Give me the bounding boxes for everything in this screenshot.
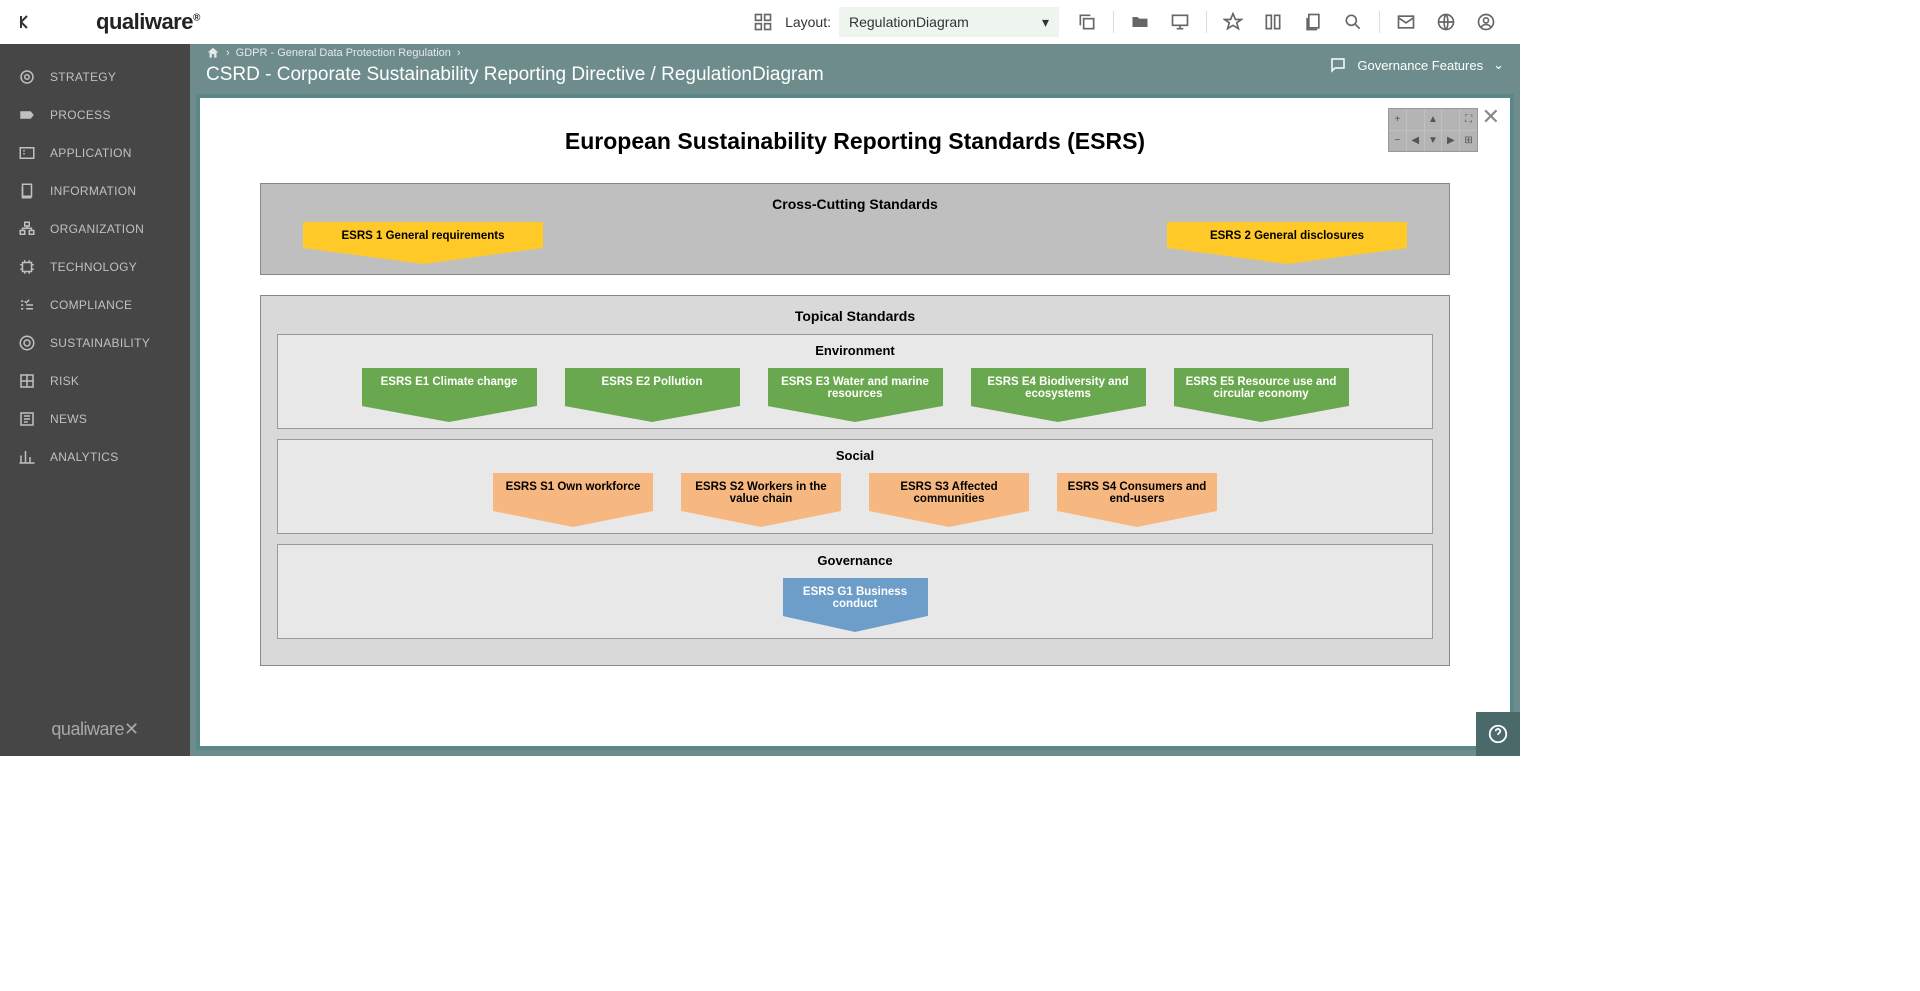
esrs-s1-badge[interactable]: ESRS S1 Own workforce bbox=[493, 473, 653, 511]
breadcrumb-sep: › bbox=[226, 47, 230, 59]
sidebar-item-sustainability[interactable]: SUSTAINABILITY bbox=[0, 324, 190, 362]
environment-title: Environment bbox=[290, 343, 1420, 358]
sidebar-item-organization[interactable]: ORGANIZATION bbox=[0, 210, 190, 248]
sidebar-item-risk[interactable]: RISK bbox=[0, 362, 190, 400]
breadcrumb-parent[interactable]: GDPR - General Data Protection Regulatio… bbox=[236, 47, 451, 59]
close-button[interactable]: ✕ bbox=[1482, 104, 1500, 130]
sidebar-item-application[interactable]: APPLICATION bbox=[0, 134, 190, 172]
sidebar-item-technology[interactable]: TECHNOLOGY bbox=[0, 248, 190, 286]
copy-icon[interactable] bbox=[1069, 4, 1105, 40]
topical-section: Topical Standards Environment ESRS E1 Cl… bbox=[260, 295, 1450, 666]
folder-icon[interactable] bbox=[1122, 4, 1158, 40]
main-panel: › GDPR - General Data Protection Regulat… bbox=[190, 44, 1520, 756]
grid-icon[interactable] bbox=[745, 4, 781, 40]
help-button[interactable] bbox=[1476, 712, 1520, 756]
social-subsection: Social ESRS S1 Own workforce ESRS S2 Wor… bbox=[277, 439, 1433, 534]
cross-row: ESRS 1 General requirements ESRS 2 Gener… bbox=[277, 222, 1433, 248]
compare-icon[interactable] bbox=[1255, 4, 1291, 40]
cross-cutting-title: Cross-Cutting Standards bbox=[277, 196, 1433, 212]
esrs-e2-badge[interactable]: ESRS E2 Pollution bbox=[565, 368, 740, 406]
cross-cutting-section: Cross-Cutting Standards ESRS 1 General r… bbox=[260, 183, 1450, 275]
esrs-e3-badge[interactable]: ESRS E3 Water and marine resources bbox=[768, 368, 943, 406]
social-row: ESRS S1 Own workforce ESRS S2 Workers in… bbox=[290, 473, 1420, 511]
diagram: European Sustainability Reporting Standa… bbox=[200, 98, 1510, 706]
esrs-s2-badge[interactable]: ESRS S2 Workers in the value chain bbox=[681, 473, 841, 511]
home-icon[interactable] bbox=[206, 46, 220, 60]
sidebar-item-process[interactable]: PROCESS bbox=[0, 96, 190, 134]
chevron-down-icon: ▾ bbox=[1042, 14, 1049, 31]
globe-icon[interactable] bbox=[1428, 4, 1464, 40]
search-icon[interactable] bbox=[1335, 4, 1371, 40]
sidebar-item-news[interactable]: NEWS bbox=[0, 400, 190, 438]
layout-label: Layout: bbox=[785, 14, 831, 30]
layout-selector: Layout: RegulationDiagram ▾ bbox=[785, 7, 1059, 37]
sidebar: STRATEGY PROCESS APPLICATION INFORMATION… bbox=[0, 44, 190, 756]
governance-features-toggle[interactable]: Governance Features ⌄ bbox=[1329, 56, 1504, 74]
diagram-canvas: ✕ +▲⛶ −◀▼▶⊞ European Sustainability Repo… bbox=[196, 94, 1514, 750]
sidebar-item-analytics[interactable]: ANALYTICS bbox=[0, 438, 190, 476]
sidebar-item-strategy[interactable]: STRATEGY bbox=[0, 58, 190, 96]
governance-subsection: Governance ESRS G1 Business conduct bbox=[277, 544, 1433, 639]
environment-row: ESRS E1 Climate change ESRS E2 Pollution… bbox=[290, 368, 1420, 406]
star-icon[interactable] bbox=[1215, 4, 1251, 40]
esrs-s3-badge[interactable]: ESRS S3 Affected communities bbox=[869, 473, 1029, 511]
user-icon[interactable] bbox=[1468, 4, 1504, 40]
esrs-e1-badge[interactable]: ESRS E1 Climate change bbox=[362, 368, 537, 406]
diagram-navigator[interactable]: +▲⛶ −◀▼▶⊞ bbox=[1388, 108, 1478, 152]
breadcrumb-sep: › bbox=[457, 47, 461, 59]
governance-row: ESRS G1 Business conduct bbox=[290, 578, 1420, 616]
separator bbox=[1379, 11, 1380, 33]
logo-text: qualiware bbox=[96, 9, 193, 34]
esrs-1-badge[interactable]: ESRS 1 General requirements bbox=[303, 222, 543, 248]
breadcrumb: › GDPR - General Data Protection Regulat… bbox=[206, 46, 461, 60]
help-icon bbox=[1487, 723, 1509, 745]
topbar-right: Layout: RegulationDiagram ▾ bbox=[745, 4, 1504, 40]
mail-icon[interactable] bbox=[1388, 4, 1424, 40]
separator bbox=[1113, 11, 1114, 33]
diagram-title: European Sustainability Reporting Standa… bbox=[260, 128, 1450, 155]
topbar-left: qualiware® bbox=[16, 9, 200, 35]
social-title: Social bbox=[290, 448, 1420, 463]
sidebar-item-compliance[interactable]: COMPLIANCE bbox=[0, 286, 190, 324]
layout-value: RegulationDiagram bbox=[849, 14, 969, 30]
sidebar-footer-logo: qualiware✕ bbox=[0, 719, 190, 740]
chevron-down-icon: ⌄ bbox=[1493, 57, 1504, 73]
esrs-s4-badge[interactable]: ESRS S4 Consumers and end-users bbox=[1057, 473, 1217, 511]
page-title: CSRD - Corporate Sustainability Reportin… bbox=[206, 64, 824, 86]
layout-dropdown[interactable]: RegulationDiagram ▾ bbox=[839, 7, 1059, 37]
esrs-e4-badge[interactable]: ESRS E4 Biodiversity and ecosystems bbox=[971, 368, 1146, 406]
presentation-icon[interactable] bbox=[1162, 4, 1198, 40]
sidebar-item-information[interactable]: INFORMATION bbox=[0, 172, 190, 210]
separator bbox=[1206, 11, 1207, 33]
chat-icon bbox=[1329, 56, 1347, 74]
environment-subsection: Environment ESRS E1 Climate change ESRS … bbox=[277, 334, 1433, 429]
governance-title: Governance bbox=[290, 553, 1420, 568]
topical-title: Topical Standards bbox=[277, 308, 1433, 324]
esrs-e5-badge[interactable]: ESRS E5 Resource use and circular econom… bbox=[1174, 368, 1349, 406]
esrs-2-badge[interactable]: ESRS 2 General disclosures bbox=[1167, 222, 1407, 248]
sidebar-collapse-button[interactable] bbox=[16, 10, 40, 34]
app-logo: qualiware® bbox=[96, 9, 200, 35]
duplicate-icon[interactable] bbox=[1295, 4, 1331, 40]
topbar: qualiware® Layout: RegulationDiagram ▾ bbox=[0, 0, 1520, 44]
esrs-g1-badge[interactable]: ESRS G1 Business conduct bbox=[783, 578, 928, 616]
breadcrumb-bar: › GDPR - General Data Protection Regulat… bbox=[190, 44, 1520, 88]
